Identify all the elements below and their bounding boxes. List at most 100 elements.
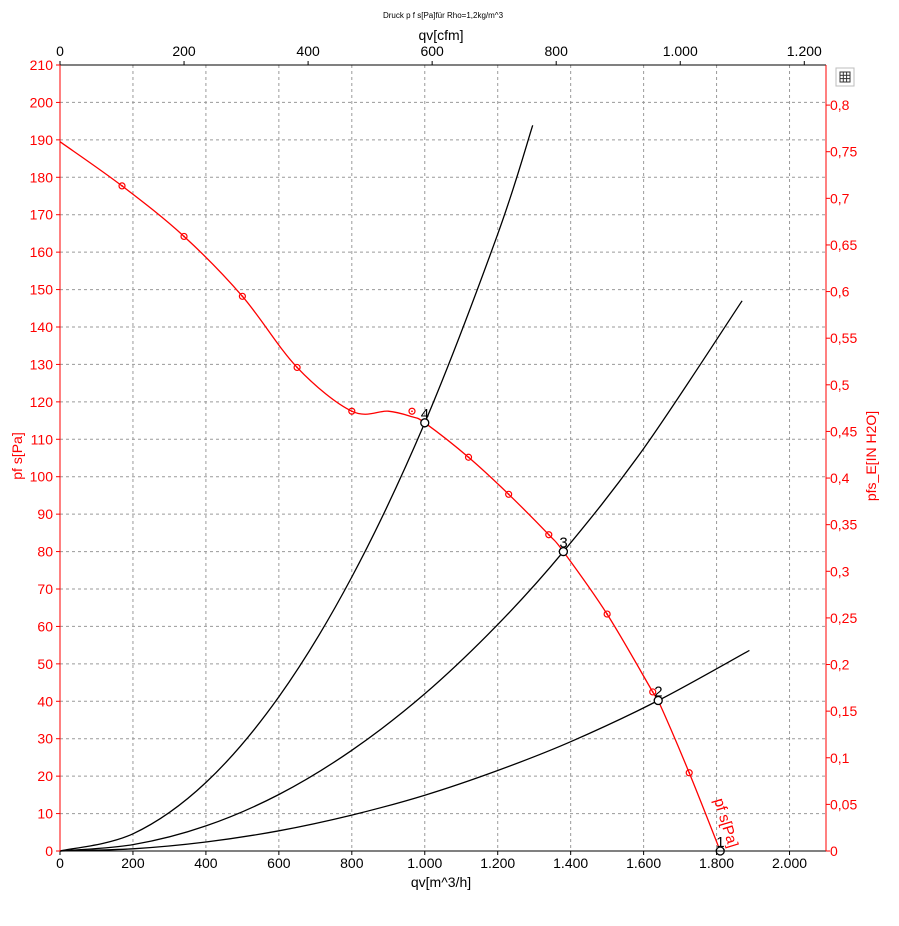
data-marker-dot [651,691,654,693]
operating-point-marker [558,546,569,557]
y-axis-title: pf s[Pa] [9,432,25,479]
y-tick-label: 150 [30,282,54,298]
x-tick-label: 800 [340,855,364,871]
y2-tick-label: 0,15 [830,703,857,719]
y-tick-label: 190 [30,132,54,148]
data-marker-dot [183,235,185,238]
y2-tick-label: 0,5 [830,377,850,393]
x-tick-label: 0 [56,855,64,871]
data-marker [603,610,611,618]
y-tick-label: 0 [45,843,53,859]
y2-tick-label: 0,05 [830,796,857,812]
data-marker [408,407,416,415]
data-marker [649,688,657,696]
data-marker [464,453,473,461]
system-curve [59,125,534,852]
operating-points: 1 2 3 4 [420,406,725,856]
operating-point-marker [653,695,663,706]
y-tick-label: 160 [30,244,54,260]
data-marker-dot [411,410,413,413]
y-tick-label: 100 [30,469,54,485]
y2-tick-label: 0,2 [830,657,850,673]
data-marker-dot [467,456,470,459]
y2-tick-label: 0,1 [830,750,850,766]
y-tick-label: 170 [30,207,54,223]
data-marker-dot [688,771,691,774]
operating-point-label: 1 [716,834,724,851]
y-tick-label: 130 [30,356,54,372]
y-tick-label: 20 [37,768,53,784]
data-marker-dot [606,613,609,615]
tick-labels: 0 200 400 600 800 1.000 1.200 1.400 1.600 1.800 2.… [30,43,858,871]
data-marker [118,182,126,190]
data-marker-dot [241,295,244,298]
x2-tick-label: 800 [545,43,569,59]
y-tick-label: 200 [30,94,54,110]
x2-tick-label: 400 [296,43,320,59]
data-marker [545,531,553,539]
y-tick-label: 30 [37,731,53,747]
x2-tick-label: 1.000 [663,43,698,59]
markers [118,182,693,777]
y2-tick-label: 0 [830,843,838,859]
y-tick-label: 10 [37,806,53,822]
operating-point-label: 4 [421,406,429,423]
grid-export-icon[interactable] [835,67,855,87]
data-marker-dot [121,184,123,187]
operating-point-marker [420,418,430,428]
y-tick-label: 210 [30,57,54,73]
data-marker [180,232,188,241]
data-marker-dot [350,410,353,413]
x-tick-label: 600 [267,855,291,871]
x2-tick-label: 600 [420,43,444,59]
curves [59,125,750,852]
y-tick-label: 80 [37,544,53,560]
y2-tick-label: 0,75 [830,144,857,160]
x-tick-label: 1.800 [699,855,734,871]
y-tick-label: 140 [30,319,54,335]
y2-tick-label: 0,8 [830,97,850,113]
x-tick-label: 1.000 [407,855,442,871]
y-tick-label: 70 [37,581,53,597]
y2-tick-label: 0,35 [830,517,857,533]
data-marker-dot [507,493,510,496]
y-tick-label: 60 [37,618,53,634]
curve-annotation: pf s[Pa] [710,796,741,850]
x2-tick-label: 200 [172,43,196,59]
y-tick-label: 40 [37,693,53,709]
y2-tick-label: 0,55 [830,330,857,346]
y2-tick-label: 0,6 [830,284,850,300]
y-tick-label: 120 [30,394,54,410]
axes [56,61,830,855]
data-marker [685,769,693,777]
x2-tick-label: 0 [56,43,64,59]
y2-tick-label: 0,25 [830,610,857,626]
x-tick-label: 1.600 [626,855,661,871]
y2-tick-label: 0,7 [830,190,850,206]
x-tick-label: 400 [194,855,218,871]
system-curve [59,300,743,852]
data-marker [348,407,356,415]
x-tick-label: 1.200 [480,855,515,871]
fan-pressure-curve [59,141,721,852]
operating-point-label: 2 [654,684,662,701]
data-marker [238,292,246,300]
y-tick-label: 180 [30,169,54,185]
chart-title: Druck p f s[Pa]für Rho=1,2kg/m^3 [383,11,504,20]
data-marker [505,490,513,498]
data-marker-dot [296,366,298,369]
y-tick-label: 90 [37,506,53,522]
x-tick-label: 200 [121,855,145,871]
data-marker-dot [547,533,550,536]
grid-lines [60,65,826,851]
y2-tick-label: 0,65 [830,237,857,253]
operating-point-label: 3 [559,535,567,552]
y2-tick-label: 0,45 [830,423,857,439]
x2-tick-label: 1.200 [787,43,822,59]
y2-tick-label: 0,4 [830,470,850,486]
y-tick-label: 50 [37,656,53,672]
x-axis-title: qv[m^3/h] [411,874,471,890]
y2-tick-label: 0,3 [830,563,850,579]
x-tick-label: 2.000 [772,855,807,871]
